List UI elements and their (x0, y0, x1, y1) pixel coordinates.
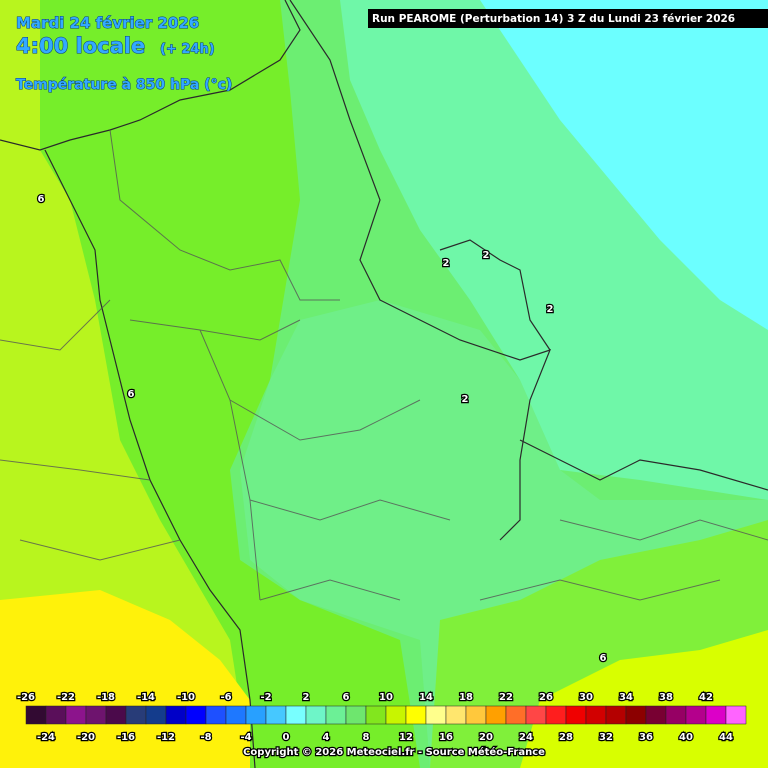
legend-label: 34 (619, 692, 633, 703)
legend-swatch (285, 705, 307, 725)
legend-label: 28 (559, 732, 573, 743)
temperature-zone (520, 630, 768, 768)
variable: Température à 850 hPa (°c) (16, 77, 232, 93)
legend-swatch (405, 705, 427, 725)
legend-swatch (225, 705, 247, 725)
contour-label: 2 (443, 258, 450, 269)
legend-label: 16 (439, 732, 453, 743)
lead-time: (+ 24h) (160, 42, 215, 57)
legend-label: -26 (17, 692, 35, 703)
legend-swatch (385, 705, 407, 725)
legend-swatch (705, 705, 727, 725)
legend-swatch (445, 705, 467, 725)
legend-label: -16 (117, 732, 135, 743)
legend-label: 0 (283, 732, 290, 743)
legend-label: -4 (240, 732, 251, 743)
border (519, 439, 768, 491)
legend-label: -14 (137, 692, 155, 703)
legend-label: 10 (379, 692, 393, 703)
legend-label: 20 (479, 732, 493, 743)
contour-label: 6 (38, 194, 45, 205)
legend-label: -20 (77, 732, 95, 743)
legend-label: 14 (419, 692, 433, 703)
border (289, 0, 552, 541)
legend-swatch (145, 705, 167, 725)
legend-label: 12 (399, 732, 413, 743)
legend-swatch (105, 705, 127, 725)
legend-label: 18 (459, 692, 473, 703)
legend-label: 26 (539, 692, 553, 703)
legend-swatch (565, 705, 587, 725)
legend-label: 38 (659, 692, 673, 703)
legend-label: 30 (579, 692, 593, 703)
coastline (0, 0, 301, 151)
legend-swatch (685, 705, 707, 725)
legend-label: -6 (220, 692, 231, 703)
legend-label: -2 (260, 692, 271, 703)
legend-swatch (605, 705, 627, 725)
legend-label: 8 (363, 732, 370, 743)
legend-swatch (25, 705, 47, 725)
legend-swatch (525, 705, 547, 725)
legend-label: 24 (519, 732, 533, 743)
run-banner (368, 9, 768, 28)
legend-swatch (425, 705, 447, 725)
legend-swatch (65, 705, 87, 725)
legend-label: -8 (200, 732, 211, 743)
contour-label: 2 (462, 394, 469, 405)
contour-label: 2 (483, 250, 490, 261)
legend-label: -12 (157, 732, 175, 743)
legend-swatch (585, 705, 607, 725)
legend-label: 2 (303, 692, 310, 703)
legend-label: 22 (499, 692, 513, 703)
contour-label: 6 (600, 653, 607, 664)
legend-label: 44 (719, 732, 733, 743)
legend-swatch (245, 705, 267, 725)
legend-swatch (505, 705, 527, 725)
legend-swatch (485, 705, 507, 725)
date: Mardi 24 février 2026 (16, 14, 199, 32)
legend-label: -24 (37, 732, 55, 743)
legend-swatch (725, 705, 747, 725)
legend-label: 32 (599, 732, 613, 743)
time: 4:00 locale (16, 34, 145, 58)
contour-label: 2 (547, 304, 554, 315)
legend-label: 6 (343, 692, 350, 703)
legend-swatch (205, 705, 227, 725)
copyright: Copyright © 2026 Meteociel.fr - Source M… (243, 746, 545, 758)
legend-swatch (305, 705, 327, 725)
region-boundary (0, 299, 768, 601)
legend-swatch (545, 705, 567, 725)
legend-swatch (45, 705, 67, 725)
contour-label: 6 (128, 389, 135, 400)
temperature-zone (480, 0, 768, 330)
border (439, 239, 551, 351)
legend-swatch (165, 705, 187, 725)
legend-label: 40 (679, 732, 693, 743)
region-boundary (109, 129, 451, 601)
legend-label: 36 (639, 732, 653, 743)
legend-swatch (185, 705, 207, 725)
legend-label: -22 (57, 692, 75, 703)
legend-swatch (345, 705, 367, 725)
coastline (44, 149, 256, 768)
legend-swatch (125, 705, 147, 725)
legend-swatch (645, 705, 667, 725)
legend-label: 4 (323, 732, 330, 743)
color-legend: -26-24-22-20-18-16-14-12-10-8-6-4-202468… (16, 691, 747, 744)
run-info: Run PEAROME (Perturbation 14) 3 Z du Lun… (372, 13, 735, 25)
legend-swatch (85, 705, 107, 725)
legend-swatch (625, 705, 647, 725)
legend-label: 42 (699, 692, 713, 703)
legend-label: -10 (177, 692, 195, 703)
legend-swatch (365, 705, 387, 725)
legend-swatch (265, 705, 287, 725)
legend-swatch (665, 705, 687, 725)
legend-swatch (465, 705, 487, 725)
legend-swatch (325, 705, 347, 725)
legend-label: -18 (97, 692, 115, 703)
